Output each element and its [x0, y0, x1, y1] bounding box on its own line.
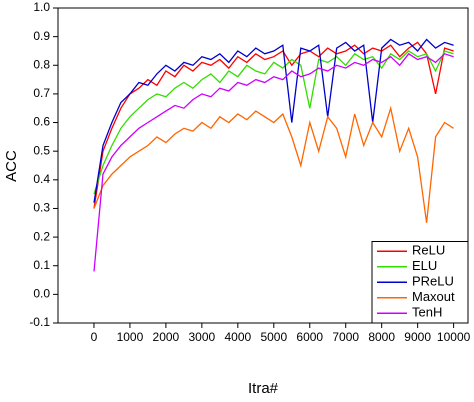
x-tick-label: 2000 [153, 330, 180, 344]
y-tick-label: 0.4 [33, 172, 50, 186]
x-axis-title: Itra# [248, 380, 279, 397]
legend-label: Maxout [412, 289, 455, 304]
x-tick-label: 5000 [260, 330, 287, 344]
series-line [93, 50, 454, 195]
series-line [93, 38, 454, 203]
y-tick-label: 0.2 [33, 229, 50, 243]
y-tick-label: -0.1 [29, 315, 50, 329]
x-tick-label: 8000 [368, 330, 395, 344]
x-tick-label: 1000 [117, 330, 144, 344]
y-tick-label: 1.0 [33, 0, 50, 14]
x-tick-label: 9000 [404, 330, 431, 344]
x-tick-label: 4000 [224, 330, 251, 344]
y-tick-label: 0.5 [33, 143, 50, 157]
series-line [93, 105, 454, 223]
x-tick-label: 6000 [296, 330, 323, 344]
y-tick-label: 0.3 [33, 201, 50, 215]
legend-label: TenH [412, 305, 442, 320]
plot-frame [57, 7, 469, 324]
y-tick-label: 0.7 [33, 86, 50, 100]
legend-label: PReLU [412, 274, 454, 289]
legend-label: ELU [412, 258, 437, 273]
legend-label: ReLU [412, 243, 445, 258]
x-tick-label: 3000 [189, 330, 216, 344]
y-tick-label: 0.0 [33, 287, 50, 301]
y-tick-label: 0.8 [33, 57, 50, 71]
y-tick-label: 0.6 [33, 115, 50, 129]
x-tick-label: 7000 [332, 330, 359, 344]
x-tick-label: 0 [91, 330, 98, 344]
y-tick-label: 0.1 [33, 258, 50, 272]
y-tick-label: 0.9 [33, 29, 50, 43]
x-tick-label: 10000 [437, 330, 471, 344]
series-line [93, 41, 454, 209]
series-line [93, 52, 454, 272]
y-axis-title: ACC [3, 150, 20, 182]
